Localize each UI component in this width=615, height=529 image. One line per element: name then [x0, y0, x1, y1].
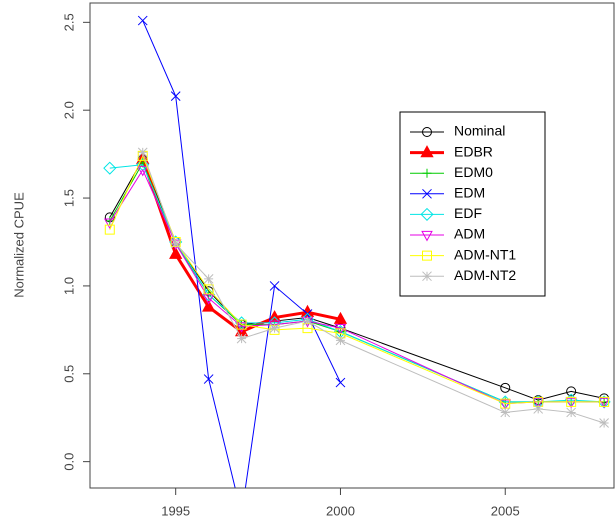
data-point — [169, 246, 183, 259]
data-point — [566, 396, 577, 407]
data-point — [599, 396, 610, 407]
data-point — [103, 161, 117, 175]
data-point — [598, 397, 610, 409]
legend-marker — [420, 207, 434, 221]
y-axis-label: Normalized CPUE — [11, 192, 26, 298]
plot-area — [103, 15, 611, 519]
legend-marker — [422, 188, 432, 199]
data-point — [269, 281, 280, 291]
data-point — [235, 322, 248, 333]
legend-label: EDM0 — [454, 164, 493, 180]
legend-label: ADM-NT2 — [454, 267, 516, 283]
legend-marker — [420, 145, 434, 158]
data-point — [500, 407, 511, 418]
data-point — [137, 15, 148, 26]
y-tick-label: 1.5 — [61, 189, 76, 207]
y-tick-label: 0.0 — [61, 453, 76, 471]
legend-box — [399, 111, 546, 297]
data-point — [202, 294, 215, 305]
y-tick-label: 0.5 — [61, 365, 76, 383]
y-tick-label: 2.5 — [61, 13, 76, 31]
data-point — [335, 335, 346, 346]
data-point — [566, 407, 577, 418]
y-tick-label: 2.0 — [61, 101, 76, 119]
data-point — [335, 328, 346, 339]
data-point — [137, 147, 148, 158]
series-line — [141, 158, 341, 334]
data-point — [302, 323, 313, 334]
data-point — [202, 288, 216, 302]
data-point — [533, 396, 544, 407]
data-point — [203, 274, 214, 284]
legend-marker — [422, 127, 433, 137]
y-tick-label: 1.0 — [61, 277, 76, 295]
data-point — [269, 323, 280, 333]
legend-marker — [421, 230, 433, 242]
data-point — [236, 333, 247, 344]
data-point — [499, 399, 512, 411]
data-point — [237, 510, 246, 519]
data-point — [333, 311, 348, 324]
data-point — [236, 319, 247, 330]
data-point — [335, 377, 346, 388]
data-point — [533, 404, 544, 414]
data-point — [170, 91, 181, 101]
legend-marker — [422, 271, 432, 282]
data-point — [532, 397, 544, 409]
legend-marker — [422, 168, 432, 178]
data-point — [104, 224, 115, 235]
x-tick-label: 2000 — [326, 503, 355, 518]
x-tick-label: 1995 — [161, 503, 190, 518]
data-point — [202, 299, 216, 312]
legend-label: ADM — [454, 226, 485, 242]
data-point — [170, 238, 181, 249]
series-line — [142, 20, 341, 488]
legend-marker — [422, 250, 432, 261]
data-point — [203, 284, 214, 295]
data-point — [269, 324, 280, 335]
legend-label: EDM — [454, 185, 485, 201]
data-point — [599, 418, 609, 428]
x-tick-label: 2005 — [491, 503, 520, 518]
data-point — [136, 165, 149, 177]
data-point — [302, 316, 313, 326]
legend-label: EDF — [454, 205, 482, 221]
legend-label: Nominal — [454, 123, 505, 139]
data-point — [566, 386, 577, 397]
data-point — [105, 216, 115, 226]
legend-label: ADM-NT1 — [454, 246, 516, 262]
data-point — [500, 382, 511, 393]
data-point — [203, 374, 214, 384]
legend-label: EDBR — [454, 143, 493, 159]
data-point — [565, 397, 577, 409]
